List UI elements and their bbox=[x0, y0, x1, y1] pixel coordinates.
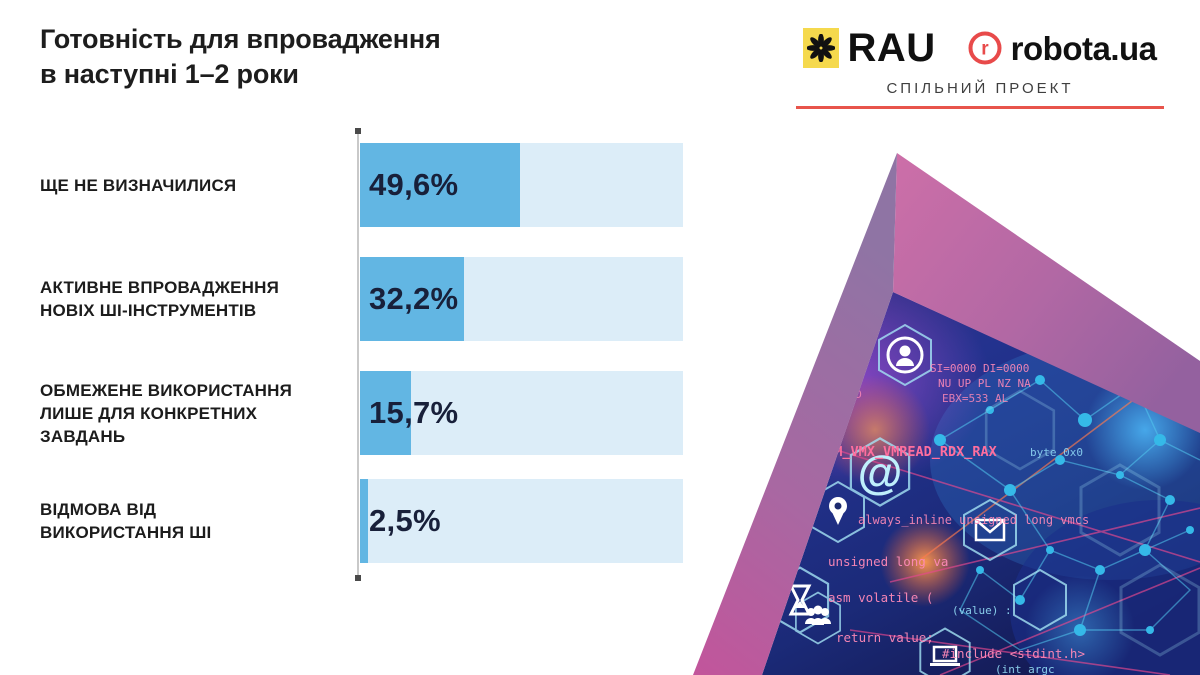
chart-axis-line bbox=[355, 128, 361, 581]
robota-logo: r robota.ua bbox=[968, 31, 1157, 65]
robota-r-icon: r bbox=[968, 31, 1002, 65]
svg-text:(value) :: (value) : bbox=[952, 604, 1012, 617]
location-pin-icon bbox=[829, 497, 847, 525]
bar-label-4: ВІДМОВА ВІД ВИКОРИСТАННЯ ШІ bbox=[40, 500, 212, 542]
bar-value-4: 2,5% bbox=[369, 503, 441, 538]
svg-text:SI=0000 DI=0000: SI=0000 DI=0000 bbox=[930, 362, 1029, 375]
svg-text:r: r bbox=[981, 39, 989, 60]
svg-text:asm volatile (: asm volatile ( bbox=[828, 590, 933, 605]
bar-label-2: АКТИВНЕ ВПРОВАДЖЕННЯ НОВІХ ШІ-ІНСТРУМЕНТ… bbox=[40, 278, 280, 320]
svg-text:always_inline unsigned long vm: always_inline unsigned long vmcs bbox=[858, 513, 1089, 527]
svg-text:unsigned long va: unsigned long va bbox=[828, 554, 948, 569]
bar-label-1: ЩЕ НЕ ВИЗНАЧИЛИСЯ bbox=[40, 175, 237, 195]
bar-track-2: 32,2% bbox=[360, 257, 683, 341]
svg-text:#include <stdint.h>: #include <stdint.h> bbox=[942, 646, 1085, 661]
axis-tick-bottom bbox=[355, 575, 361, 581]
laser-lines bbox=[829, 379, 1200, 675]
svg-text:return value;: return value; bbox=[836, 630, 934, 645]
bar-value-3: 15,7% bbox=[369, 395, 459, 430]
svg-text:(int argc: (int argc bbox=[995, 663, 1055, 675]
bar-label-3: ОБМЕЖЕНЕ ВИКОРИСТАННЯ ЛИШЕ ДЛЯ КОНКРЕТНИ… bbox=[40, 380, 293, 446]
person-icon bbox=[886, 336, 924, 374]
page-title: Готовність для впровадження в наступні 1… bbox=[40, 24, 441, 89]
pyramid-pink-face bbox=[893, 153, 1200, 433]
network-nodes bbox=[934, 375, 1194, 636]
rau-star-icon bbox=[803, 28, 840, 68]
svg-text:NU UP PL NZ NA: NU UP PL NZ NA bbox=[938, 377, 1031, 390]
envelope-icon bbox=[974, 518, 1006, 542]
tech-pyramid-graphic: @ bbox=[690, 130, 1200, 675]
bar-fill-2 bbox=[360, 257, 464, 341]
rau-logo-text: RAU bbox=[847, 26, 936, 70]
people-group-icon bbox=[805, 605, 831, 625]
axis-tick-top bbox=[355, 128, 361, 134]
svg-text:ASM_VMX_VMREAD_RDX_RAX: ASM_VMX_VMREAD_RDX_RAX bbox=[818, 444, 997, 460]
rau-logo: RAU bbox=[803, 28, 935, 68]
pyramid-purple-band bbox=[693, 153, 897, 675]
logo-row: RAU r robota.ua bbox=[796, 24, 1164, 72]
robota-logo-text: robota.ua bbox=[1010, 29, 1157, 67]
bar-fill-3 bbox=[360, 371, 411, 455]
bar-track-1: 49,6% bbox=[360, 143, 683, 227]
bar-value-1: 49,6% bbox=[369, 167, 459, 202]
bar-value-2: 32,2% bbox=[369, 281, 459, 316]
code-text: SI=0000 DI=0000 NU UP PL NZ NA EBX=533 A… bbox=[818, 362, 1089, 675]
svg-text:EBX=533 AL: EBX=533 AL bbox=[942, 392, 1009, 405]
bar-track-4: 2,5% bbox=[360, 479, 683, 563]
hourglass-icon bbox=[788, 584, 812, 616]
at-sign-icon: @ bbox=[858, 446, 903, 498]
bar-fill-1 bbox=[360, 143, 521, 227]
logo-block: RAU r robota.ua СПІЛЬНИЙ ПРОЕКТ bbox=[796, 24, 1164, 109]
tech-icons: @ bbox=[788, 336, 1006, 666]
laptop-icon bbox=[930, 645, 960, 666]
red-underline bbox=[796, 106, 1164, 109]
svg-text:byte 0x0: byte 0x0 bbox=[1030, 446, 1083, 459]
bar-fill-4 bbox=[360, 479, 369, 563]
bar-track-3: 15,7% bbox=[360, 371, 683, 455]
joint-project-subtitle: СПІЛЬНИЙ ПРОЕКТ bbox=[886, 80, 1074, 97]
